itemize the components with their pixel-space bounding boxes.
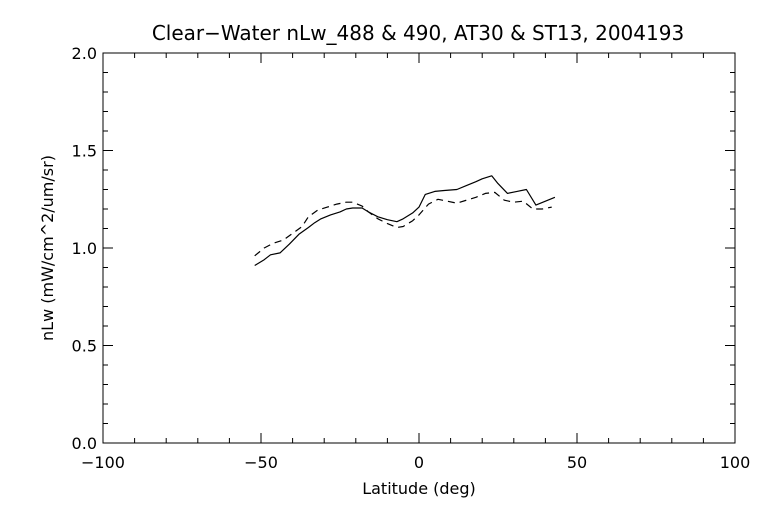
plot-frame [102, 52, 736, 444]
x-tick-label: 100 [720, 453, 751, 472]
x-tick-labels: −100 −50 0 50 100 [81, 453, 750, 472]
series-layer [254, 175, 556, 267]
y-tick-label: 0.0 [72, 434, 97, 453]
y-tick-labels: 0.0 0.5 1.0 1.5 2.0 [72, 44, 97, 453]
series-line-dashed [254, 191, 552, 257]
x-axis-label: Latitude (deg) [362, 479, 476, 498]
x-tick-label: 50 [567, 453, 587, 472]
series-line-solid [254, 175, 556, 267]
axis-ticks [102, 52, 736, 444]
x-tick-label: −50 [244, 453, 278, 472]
y-tick-label: 2.0 [72, 44, 97, 63]
chart-title: Clear−Water nLw_488 & 490, AT30 & ST13, … [152, 21, 684, 45]
y-tick-label: 0.5 [72, 337, 97, 356]
x-tick-label: −100 [81, 453, 125, 472]
y-axis-label: nLw (mW/cm^2/um/sr) [38, 155, 57, 341]
x-tick-label: 0 [414, 453, 424, 472]
y-tick-label: 1.0 [72, 239, 97, 258]
y-tick-label: 1.5 [72, 142, 97, 161]
